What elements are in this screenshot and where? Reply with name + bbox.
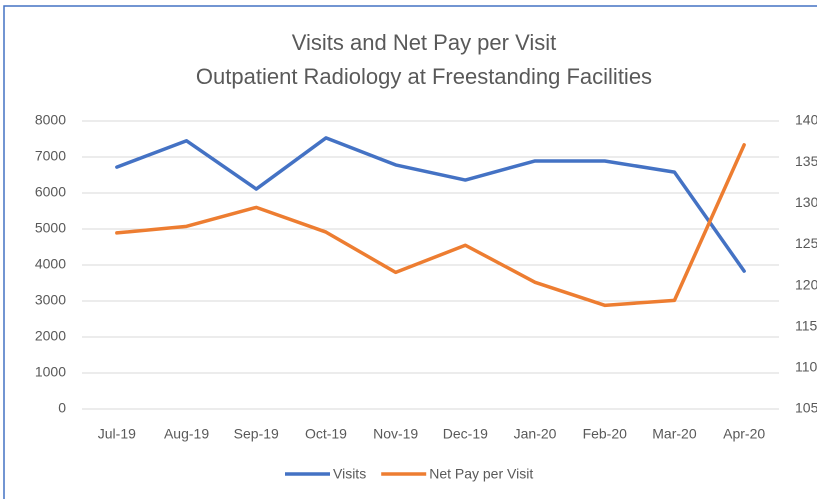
legend-label: Visits xyxy=(333,466,366,482)
x-tick-label: Feb-20 xyxy=(583,426,628,442)
x-tick-label: Mar-20 xyxy=(652,426,697,442)
y2-tick-label: 125 xyxy=(795,235,817,251)
y-tick-label: 4000 xyxy=(35,256,66,272)
x-tick-label: Oct-19 xyxy=(305,426,347,442)
legend-label: Net Pay per Visit xyxy=(429,466,533,482)
x-tick-label: Sep-19 xyxy=(234,426,279,442)
x-tick-label: Jul-19 xyxy=(98,426,136,442)
x-tick-label: Jan-20 xyxy=(514,426,557,442)
x-tick-label: Aug-19 xyxy=(164,426,209,442)
chart-frame xyxy=(3,5,817,499)
y2-tick-label: 115 xyxy=(795,317,817,333)
y-tick-label: 1000 xyxy=(35,364,66,380)
y2-tick-label: 105 xyxy=(795,400,817,416)
y2-tick-label: 120 xyxy=(795,276,817,292)
x-tick-label: Nov-19 xyxy=(373,426,418,442)
y2-tick-label: 110 xyxy=(795,359,817,375)
y-tick-label: 3000 xyxy=(35,292,66,308)
x-tick-label: Apr-20 xyxy=(723,426,765,442)
y-tick-label: 2000 xyxy=(35,328,66,344)
y-tick-label: 5000 xyxy=(35,220,66,236)
series-line xyxy=(115,136,746,273)
chart-subtitle: Outpatient Radiology at Freestanding Fac… xyxy=(196,64,652,89)
y-tick-label: 6000 xyxy=(35,184,66,200)
x-tick-label: Dec-19 xyxy=(443,426,488,442)
y-tick-label: 7000 xyxy=(35,148,66,164)
y-tick-label: 0 xyxy=(58,400,66,416)
series-line xyxy=(115,143,746,308)
y2-tick-label: 140 xyxy=(795,112,817,128)
y2-tick-label: 135 xyxy=(795,153,817,169)
y-tick-label: 8000 xyxy=(35,112,66,128)
chart-title: Visits and Net Pay per Visit xyxy=(292,30,557,55)
y2-tick-label: 130 xyxy=(795,194,817,210)
